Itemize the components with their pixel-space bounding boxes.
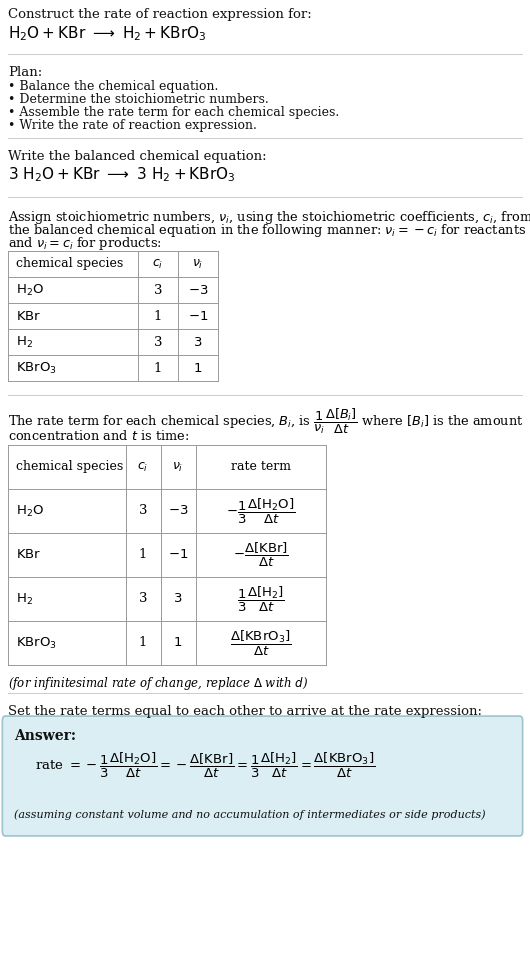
Text: $\mathrm{KBrO_3}$: $\mathrm{KBrO_3}$ (16, 635, 57, 651)
Text: Set the rate terms equal to each other to arrive at the rate expression:: Set the rate terms equal to each other t… (8, 705, 482, 718)
Text: Assign stoichiometric numbers, $\nu_i$, using the stoichiometric coefficients, $: Assign stoichiometric numbers, $\nu_i$, … (8, 209, 530, 226)
Text: • Assemble the rate term for each chemical species.: • Assemble the rate term for each chemic… (8, 106, 339, 119)
Text: rate $= -\dfrac{1}{3}\dfrac{\Delta[\mathrm{H_2O}]}{\Delta t} = -\dfrac{\Delta[\m: rate $= -\dfrac{1}{3}\dfrac{\Delta[\math… (35, 751, 375, 780)
Text: 1: 1 (139, 636, 147, 649)
Text: $1$: $1$ (173, 636, 183, 649)
Text: $3$: $3$ (193, 336, 202, 348)
Text: and $\nu_i = c_i$ for products:: and $\nu_i = c_i$ for products: (8, 235, 162, 252)
Text: $\mathrm{KBr}$: $\mathrm{KBr}$ (16, 309, 41, 322)
Text: 1: 1 (139, 549, 147, 561)
Text: $\mathrm{H_2O}$: $\mathrm{H_2O}$ (16, 504, 44, 518)
Text: $-\dfrac{1}{3}\dfrac{\Delta[\mathrm{H_2O}]}{\Delta t}$: $-\dfrac{1}{3}\dfrac{\Delta[\mathrm{H_2O… (226, 497, 296, 526)
Text: Construct the rate of reaction expression for:: Construct the rate of reaction expressio… (8, 8, 312, 21)
Text: chemical species: chemical species (16, 258, 123, 270)
Text: Answer:: Answer: (14, 729, 76, 743)
Text: • Write the rate of reaction expression.: • Write the rate of reaction expression. (8, 119, 257, 132)
Text: The rate term for each chemical species, $B_i$, is $\dfrac{1}{\nu_i}\dfrac{\Delt: The rate term for each chemical species,… (8, 407, 524, 436)
Text: $\mathrm{H_2O + KBr \ \longrightarrow \ H_2 + KBrO_3}$: $\mathrm{H_2O + KBr \ \longrightarrow \ … (8, 24, 206, 43)
Text: $\mathrm{3\ H_2O + KBr \ \longrightarrow \ 3\ H_2 + KBrO_3}$: $\mathrm{3\ H_2O + KBr \ \longrightarrow… (8, 165, 236, 183)
Text: $\nu_i$: $\nu_i$ (192, 258, 204, 270)
Text: Plan:: Plan: (8, 66, 42, 79)
Text: $\mathrm{KBrO_3}$: $\mathrm{KBrO_3}$ (16, 360, 57, 376)
Text: $3$: $3$ (173, 592, 183, 605)
Text: $\dfrac{\Delta[\mathrm{KBrO_3}]}{\Delta t}$: $\dfrac{\Delta[\mathrm{KBrO_3}]}{\Delta … (230, 629, 292, 658)
Text: $-\dfrac{\Delta[\mathrm{KBr}]}{\Delta t}$: $-\dfrac{\Delta[\mathrm{KBr}]}{\Delta t}… (233, 541, 289, 569)
Text: $\nu_i$: $\nu_i$ (172, 461, 184, 473)
Text: the balanced chemical equation in the following manner: $\nu_i = -c_i$ for react: the balanced chemical equation in the fo… (8, 222, 526, 239)
Text: • Balance the chemical equation.: • Balance the chemical equation. (8, 80, 218, 93)
Text: $\mathrm{H_2}$: $\mathrm{H_2}$ (16, 591, 33, 606)
Text: 3: 3 (139, 592, 147, 605)
Text: 3: 3 (154, 283, 162, 297)
Text: concentration and $t$ is time:: concentration and $t$ is time: (8, 429, 189, 443)
Text: $c_i$: $c_i$ (137, 461, 148, 473)
Text: $-1$: $-1$ (168, 549, 188, 561)
Text: $\mathrm{KBr}$: $\mathrm{KBr}$ (16, 549, 41, 561)
Text: 3: 3 (139, 505, 147, 517)
Text: $\mathrm{H_2}$: $\mathrm{H_2}$ (16, 335, 33, 349)
Text: $-3$: $-3$ (168, 505, 188, 517)
Text: 3: 3 (154, 336, 162, 348)
FancyBboxPatch shape (2, 716, 523, 835)
Text: chemical species: chemical species (16, 461, 123, 473)
Text: (for infinitesimal rate of change, replace $\Delta$ with $d$): (for infinitesimal rate of change, repla… (8, 675, 308, 692)
Text: $-3$: $-3$ (188, 283, 208, 297)
Text: 1: 1 (154, 309, 162, 322)
Text: $\mathrm{H_2O}$: $\mathrm{H_2O}$ (16, 282, 44, 298)
Text: $\dfrac{1}{3}\dfrac{\Delta[\mathrm{H_2}]}{\Delta t}$: $\dfrac{1}{3}\dfrac{\Delta[\mathrm{H_2}]… (237, 585, 285, 614)
Text: $-1$: $-1$ (188, 309, 208, 322)
Text: (assuming constant volume and no accumulation of intermediates or side products): (assuming constant volume and no accumul… (14, 809, 485, 820)
Text: $1$: $1$ (193, 361, 202, 375)
Text: Write the balanced chemical equation:: Write the balanced chemical equation: (8, 150, 267, 163)
Text: $c_i$: $c_i$ (152, 258, 164, 270)
Text: rate term: rate term (231, 461, 291, 473)
Text: • Determine the stoichiometric numbers.: • Determine the stoichiometric numbers. (8, 93, 269, 106)
Text: 1: 1 (154, 361, 162, 375)
